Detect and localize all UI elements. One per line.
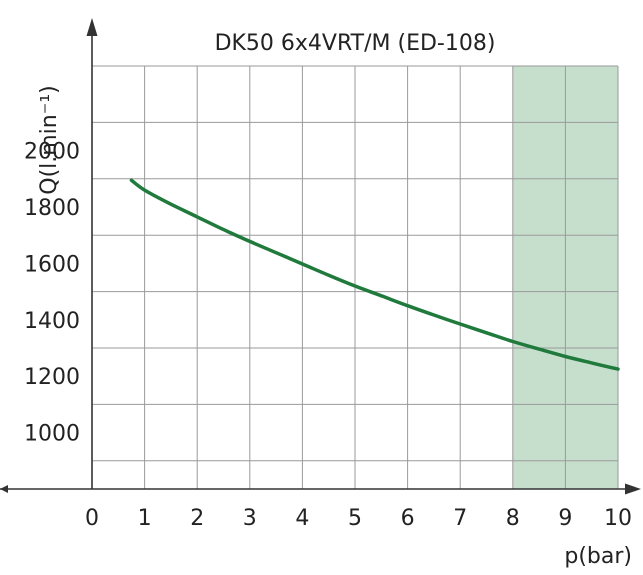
y-tick-label: 1400 bbox=[24, 309, 80, 334]
chart-title: DK50 6x4VRT/M (ED-108) bbox=[215, 31, 496, 56]
x-tick-label: 8 bbox=[506, 506, 520, 531]
x-tick-label: 7 bbox=[453, 506, 467, 531]
x-axis-arrow-icon bbox=[625, 483, 641, 495]
x-tick-label: 3 bbox=[243, 506, 257, 531]
y-axis-arrow-icon bbox=[86, 18, 98, 36]
x-tick-label: 1 bbox=[138, 506, 152, 531]
y-tick-label: 1600 bbox=[24, 252, 80, 277]
y-tick-label: 1000 bbox=[24, 422, 80, 447]
grid-layer bbox=[92, 65, 619, 489]
y-tick-label: 2000 bbox=[24, 140, 80, 165]
x-tick-label: 10 bbox=[604, 506, 632, 531]
x-tick-label: 4 bbox=[295, 506, 309, 531]
y-tick-label: 1200 bbox=[24, 365, 80, 390]
axis-layer bbox=[0, 18, 641, 495]
tick-label-layer: 0 1 2 3 4 5 6 7 8 9 10 1000 1200 1400 1600 2000 1800 bbox=[24, 140, 632, 531]
x-tick-label: 0 bbox=[85, 506, 99, 531]
x-tick-label: 5 bbox=[348, 506, 362, 531]
x-tick-label: 6 bbox=[401, 506, 415, 531]
series-layer bbox=[129, 178, 620, 371]
x-tick-label: 2 bbox=[190, 506, 204, 531]
x-axis-left-arrow-icon bbox=[0, 485, 8, 493]
x-axis-label: p(bar) bbox=[564, 544, 632, 569]
y-tick-label: 1800 bbox=[24, 196, 80, 221]
series-line-0 bbox=[129, 178, 620, 371]
x-tick-label: 9 bbox=[558, 506, 572, 531]
y-axis-label: Q(l.min⁻¹) bbox=[37, 85, 62, 195]
